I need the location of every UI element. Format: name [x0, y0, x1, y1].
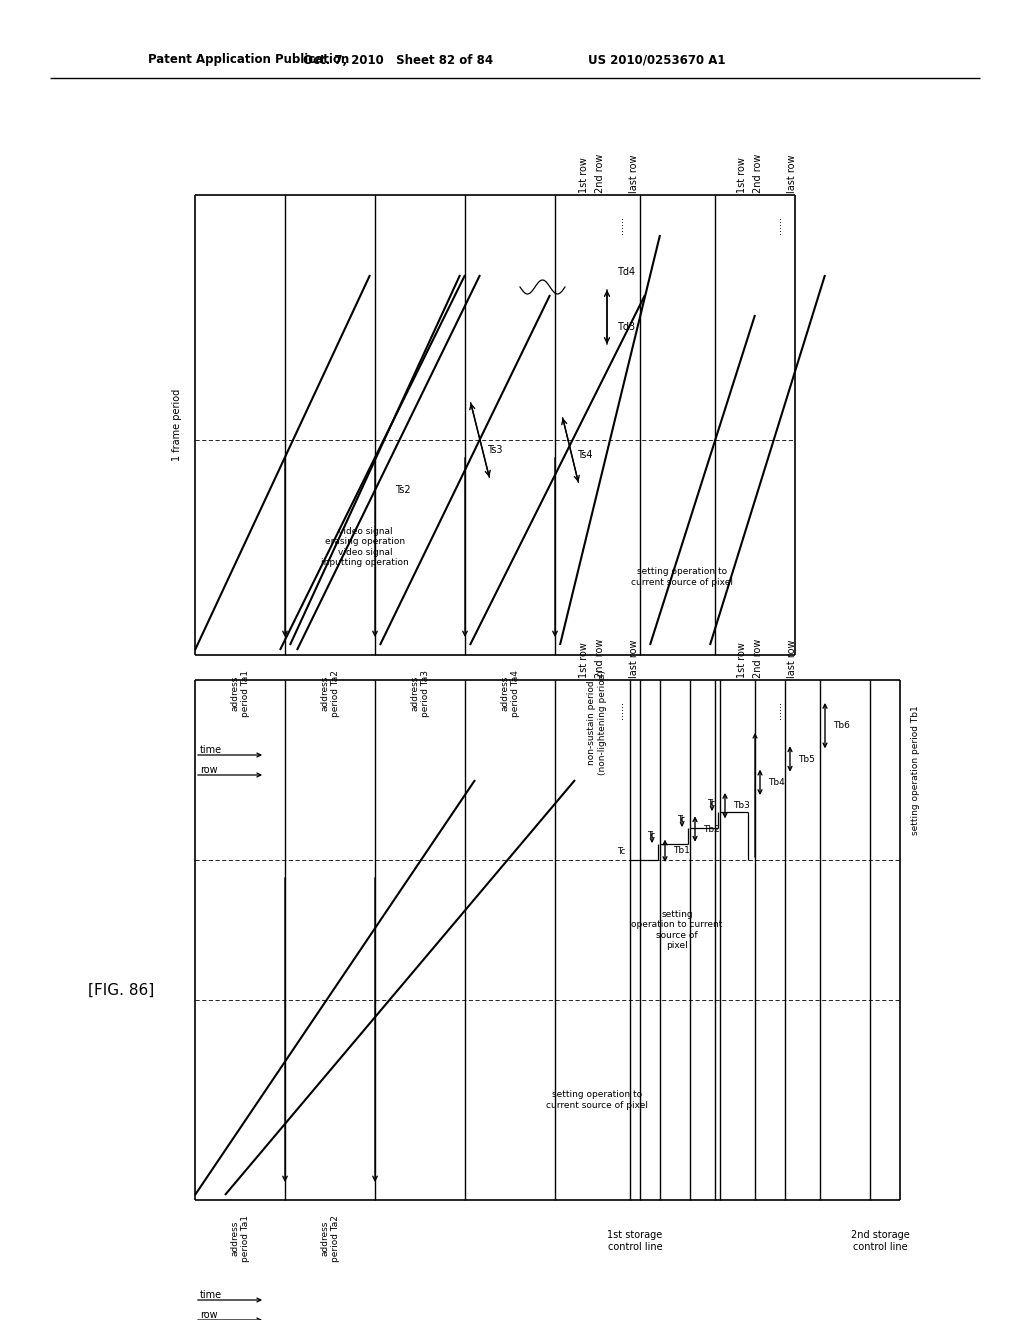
Text: address
period Ta1: address period Ta1: [230, 671, 250, 717]
Text: ......: ......: [773, 216, 783, 234]
Text: 2nd row: 2nd row: [753, 639, 763, 678]
Text: Td4: Td4: [617, 267, 635, 277]
Text: last row: last row: [787, 639, 797, 678]
Text: [FIG. 86]: [FIG. 86]: [88, 982, 155, 998]
Text: Tc: Tc: [616, 847, 625, 857]
Text: 1st storage
control line: 1st storage control line: [607, 1230, 663, 1251]
Text: Tb1: Tb1: [673, 846, 690, 855]
Text: 1st row: 1st row: [737, 157, 746, 193]
Text: 2nd row: 2nd row: [595, 153, 605, 193]
Text: 1st row: 1st row: [737, 642, 746, 678]
Text: Tb2: Tb2: [703, 825, 720, 833]
Text: 2nd row: 2nd row: [753, 153, 763, 193]
Text: last row: last row: [629, 154, 639, 193]
Text: 2nd row: 2nd row: [595, 639, 605, 678]
Text: video signal
erasing operation
video signal
inputting operation: video signal erasing operation video sig…: [322, 527, 409, 568]
Text: time: time: [200, 744, 222, 755]
Text: 2nd storage
control line: 2nd storage control line: [851, 1230, 909, 1251]
Text: setting operation to
current source of pixel: setting operation to current source of p…: [546, 1090, 648, 1110]
Text: setting operation to
current source of pixel: setting operation to current source of p…: [631, 568, 733, 586]
Text: Ts4: Ts4: [578, 450, 593, 459]
Text: Tb6: Tb6: [833, 721, 850, 730]
Text: Oct. 7, 2010   Sheet 82 of 84: Oct. 7, 2010 Sheet 82 of 84: [303, 54, 494, 66]
Text: 1 frame period: 1 frame period: [172, 389, 182, 461]
Text: Tc: Tc: [707, 800, 715, 808]
Text: row: row: [200, 1309, 218, 1320]
Text: setting
operation to current
source of
pixel: setting operation to current source of p…: [632, 909, 723, 950]
Text: address
period Ta1: address period Ta1: [230, 1214, 250, 1262]
Text: last row: last row: [787, 154, 797, 193]
Text: US 2010/0253670 A1: US 2010/0253670 A1: [588, 54, 725, 66]
Text: 1st row: 1st row: [579, 642, 589, 678]
Text: Tc: Tc: [677, 816, 685, 825]
Text: last row: last row: [629, 639, 639, 678]
Text: 1st row: 1st row: [579, 157, 589, 193]
Text: Tb5: Tb5: [798, 755, 815, 763]
Text: Tb3: Tb3: [733, 801, 750, 810]
Text: Patent Application Publication: Patent Application Publication: [148, 54, 349, 66]
Text: time: time: [200, 1290, 222, 1300]
Text: row: row: [200, 766, 218, 775]
Text: address
period Ta3: address period Ta3: [411, 671, 430, 717]
Text: Tc: Tc: [647, 832, 655, 841]
Text: Tb4: Tb4: [768, 777, 784, 787]
Text: address
period Ta2: address period Ta2: [321, 671, 340, 717]
Text: setting operation period Tb1: setting operation period Tb1: [910, 705, 920, 834]
Text: ......: ......: [615, 216, 625, 234]
Text: ......: ......: [773, 701, 783, 719]
Text: Ts2: Ts2: [395, 484, 411, 495]
Text: address
period Ta2: address period Ta2: [321, 1214, 340, 1262]
Text: Td3: Td3: [617, 322, 635, 333]
Text: Ts3: Ts3: [487, 445, 503, 455]
Text: non-sustain period
(non-lightening period): non-sustain period (non-lightening perio…: [588, 671, 606, 775]
Text: ......: ......: [615, 701, 625, 719]
Text: address
period Ta4: address period Ta4: [501, 671, 520, 717]
